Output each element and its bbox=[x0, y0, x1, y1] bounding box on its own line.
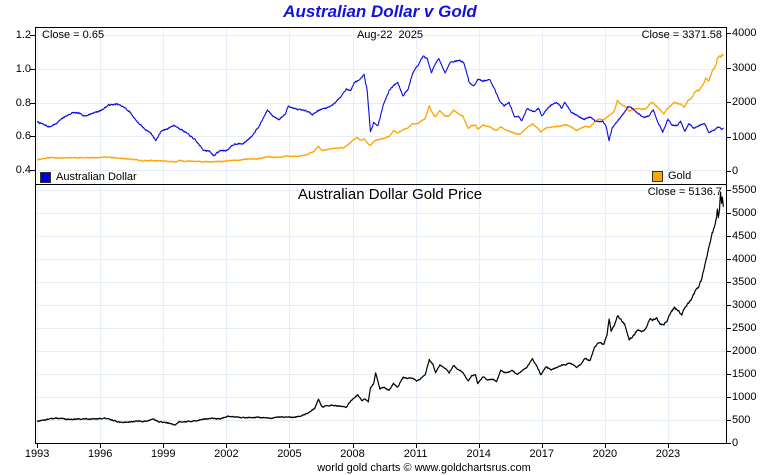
top-close-left-label: Close = 0.65 bbox=[42, 29, 105, 41]
bottom-right-axis-label: 2500 bbox=[732, 322, 757, 334]
top-left-axis-label: 0.8 bbox=[15, 96, 31, 109]
bottom-right-axis-label: 2000 bbox=[732, 345, 757, 357]
x-axis-label: 2023 bbox=[655, 448, 681, 460]
x-axis-label: 2008 bbox=[340, 448, 365, 460]
top-left-axis-label: 0.6 bbox=[15, 130, 31, 143]
bottom-panel-title: Australian Dollar Gold Price bbox=[297, 186, 483, 203]
bottom-right-axis-label: 4500 bbox=[732, 230, 757, 242]
x-axis-label: 1996 bbox=[87, 448, 113, 460]
top-left-axis-label: 0.4 bbox=[15, 164, 31, 176]
bottom-right-axis-label: 3000 bbox=[732, 299, 757, 311]
top-right-axis-label: 0 bbox=[732, 165, 739, 177]
top-close-right-label: Close = 3371.58 bbox=[641, 29, 722, 41]
footer-credit: world gold charts © www.goldchartsrus.co… bbox=[317, 462, 531, 474]
top-right-axis-label: 4000 bbox=[732, 27, 757, 39]
chart-date-label: Aug-22 2025 bbox=[356, 29, 424, 41]
top-right-axis-label: 3000 bbox=[732, 61, 757, 74]
bottom-right-axis-label: 1000 bbox=[732, 391, 757, 403]
bottom-right-axis-label: 1500 bbox=[732, 368, 757, 380]
x-axis-label: 2011 bbox=[403, 448, 428, 460]
top-right-axis-label: 2000 bbox=[732, 96, 757, 108]
top-left-axis-label: 1.2 bbox=[15, 29, 31, 41]
bottom-right-axis-label: 500 bbox=[732, 414, 751, 426]
x-axis-label: 2014 bbox=[466, 448, 491, 460]
x-axis-label: 2002 bbox=[214, 448, 239, 460]
bottom-right-axis-label: 5500 bbox=[732, 184, 757, 196]
top-left-axis-label: 1.0 bbox=[15, 62, 31, 75]
gold-legend-swatch bbox=[652, 171, 663, 182]
gold-legend-label: Gold bbox=[668, 170, 692, 182]
x-axis-label: 2005 bbox=[277, 448, 302, 460]
bottom-right-axis-label: 4000 bbox=[732, 253, 757, 265]
bottom-close-label: Close = 5136.7 bbox=[647, 186, 722, 198]
aud-legend-swatch bbox=[40, 172, 51, 183]
bottom-right-axis-label: 5000 bbox=[732, 207, 757, 219]
chart-title: Australian Dollar v Gold bbox=[283, 2, 477, 21]
x-axis-label: 2017 bbox=[529, 448, 555, 460]
x-axis-label: 1993 bbox=[24, 448, 50, 460]
bottom-right-axis-label: 0 bbox=[732, 437, 739, 449]
top-right-axis-label: 1000 bbox=[732, 130, 757, 143]
aud-legend-label: Australian Dollar bbox=[56, 171, 137, 183]
x-axis-label: 1999 bbox=[151, 448, 176, 460]
bottom-right-axis-label: 3500 bbox=[732, 276, 757, 288]
x-axis-label: 2020 bbox=[592, 448, 618, 460]
